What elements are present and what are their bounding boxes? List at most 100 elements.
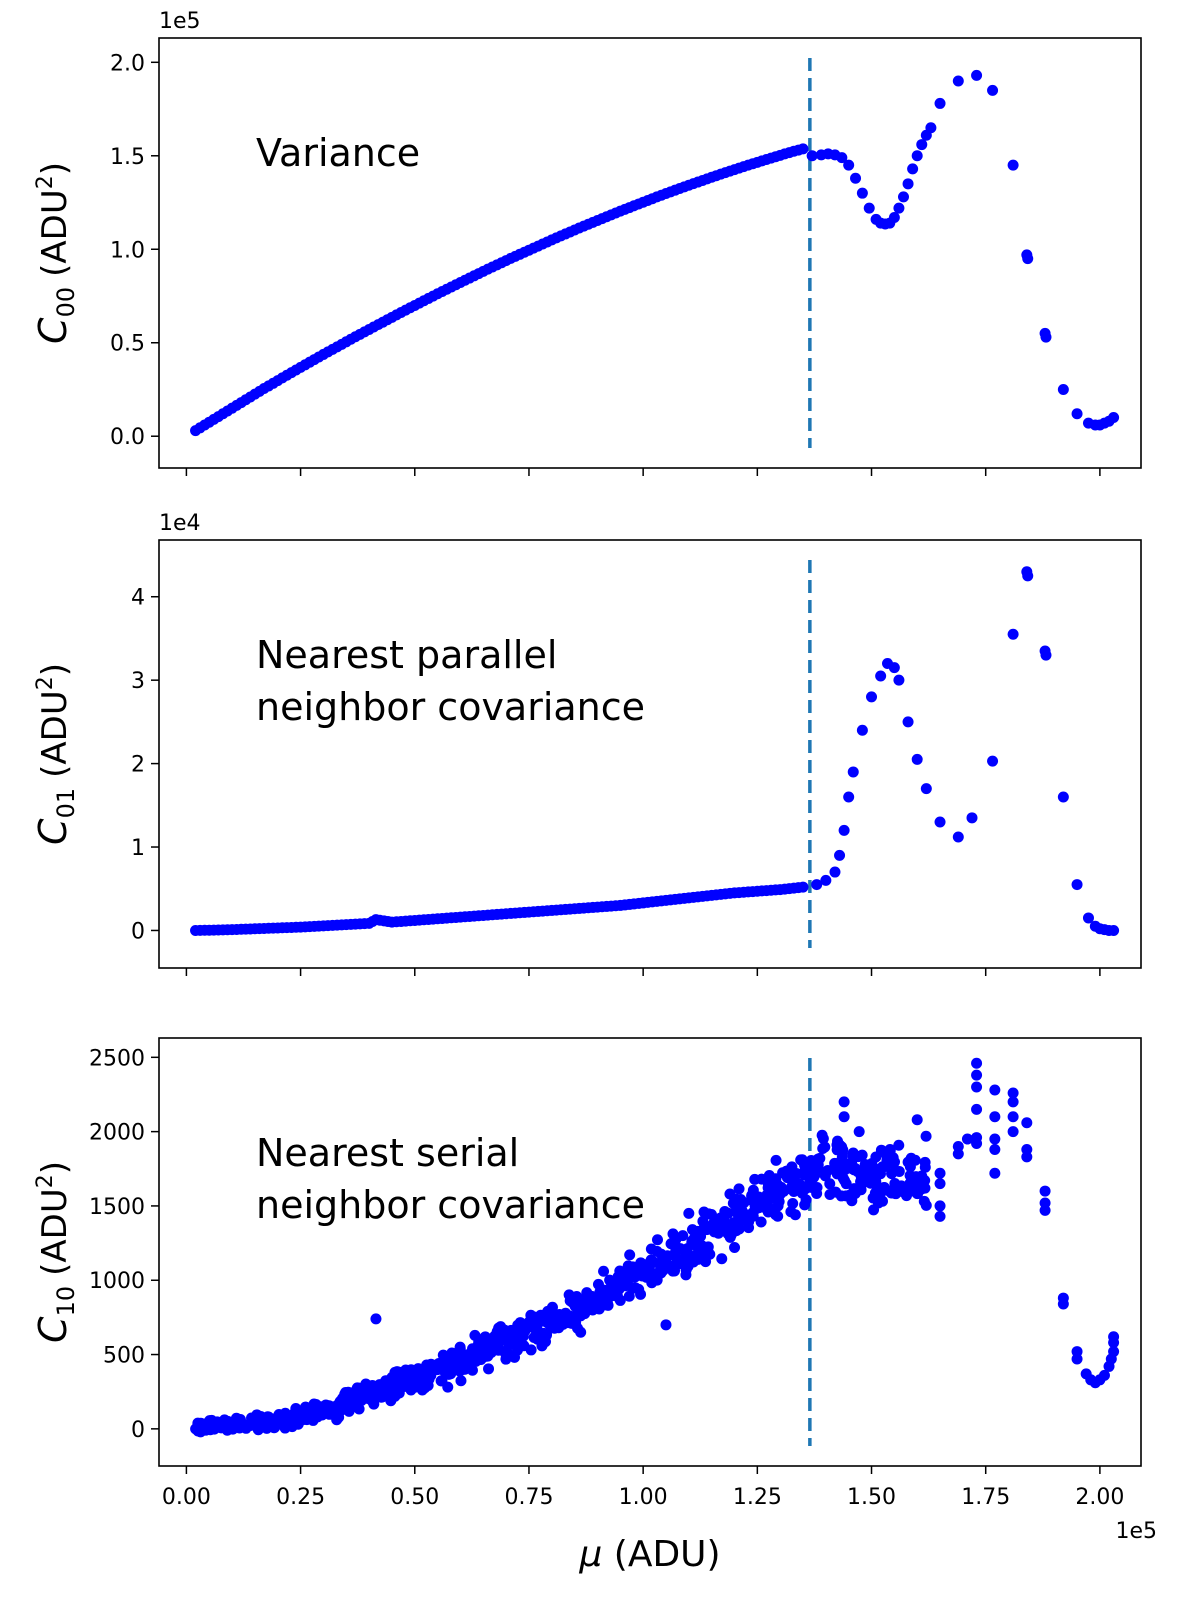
data-point bbox=[1098, 1369, 1110, 1381]
data-point bbox=[843, 791, 855, 803]
data-point bbox=[919, 1182, 931, 1194]
data-point bbox=[904, 1177, 916, 1189]
data-point bbox=[211, 1421, 223, 1433]
data-point bbox=[1108, 924, 1120, 936]
annotation-line: neighbor covariance bbox=[256, 1183, 645, 1227]
data-point bbox=[873, 1163, 885, 1175]
data-point bbox=[893, 674, 905, 686]
data-point bbox=[645, 1243, 657, 1255]
data-point bbox=[300, 1401, 312, 1413]
data-point bbox=[352, 1399, 364, 1411]
data-point bbox=[987, 84, 999, 96]
y-tick-label: 1.0 bbox=[110, 238, 145, 263]
data-point bbox=[893, 1165, 905, 1177]
data-point bbox=[515, 1327, 527, 1339]
y-tick-label: 0.5 bbox=[110, 332, 145, 357]
data-point bbox=[695, 1230, 707, 1242]
data-point bbox=[657, 1261, 669, 1273]
x-tick-label: 0.25 bbox=[276, 1485, 325, 1510]
data-point bbox=[445, 1368, 457, 1380]
data-point bbox=[716, 1253, 728, 1265]
data-point bbox=[545, 1304, 557, 1316]
x-tick-label: 2.00 bbox=[1075, 1485, 1124, 1510]
axes-frame bbox=[158, 539, 1142, 969]
data-point bbox=[840, 1178, 852, 1190]
data-point bbox=[370, 1313, 382, 1325]
data-point bbox=[483, 1363, 495, 1375]
data-point bbox=[1007, 1087, 1019, 1099]
y-axis-label-superscript: 2 bbox=[33, 676, 58, 690]
y-tick-label: 0 bbox=[131, 919, 145, 944]
y-tick-label: 1 bbox=[131, 836, 145, 861]
data-point bbox=[564, 1295, 576, 1307]
data-point bbox=[852, 1151, 864, 1163]
data-point bbox=[934, 97, 946, 109]
data-point bbox=[587, 1296, 599, 1308]
data-point bbox=[328, 1405, 340, 1417]
data-point bbox=[770, 1173, 782, 1185]
data-point bbox=[635, 1259, 647, 1271]
data-point bbox=[797, 881, 809, 893]
data-point bbox=[495, 1321, 507, 1333]
data-point bbox=[855, 1175, 867, 1187]
data-point bbox=[525, 1344, 537, 1356]
data-point bbox=[651, 1270, 663, 1282]
data-point bbox=[884, 1145, 896, 1157]
data-point bbox=[911, 150, 923, 162]
data-point bbox=[1082, 912, 1094, 924]
data-point bbox=[388, 1377, 400, 1389]
data-point bbox=[250, 1414, 262, 1426]
data-point bbox=[624, 1249, 636, 1261]
data-point bbox=[272, 1415, 284, 1427]
y-tick-label: 1.5 bbox=[110, 145, 145, 170]
data-point bbox=[843, 159, 855, 171]
data-point bbox=[820, 874, 832, 886]
data-point bbox=[789, 1209, 801, 1221]
data-point bbox=[811, 1188, 823, 1200]
data-point bbox=[902, 178, 914, 190]
data-point bbox=[509, 1338, 521, 1350]
data-point bbox=[1007, 1111, 1019, 1123]
data-point bbox=[934, 816, 946, 828]
data-point bbox=[889, 1177, 901, 1189]
data-point bbox=[528, 1331, 540, 1343]
data-point bbox=[797, 143, 809, 155]
data-point bbox=[808, 1171, 820, 1183]
x-tick-label: 0.00 bbox=[162, 1485, 211, 1510]
data-point bbox=[770, 1154, 782, 1166]
data-point bbox=[708, 1226, 720, 1238]
data-point bbox=[907, 163, 919, 175]
data-point bbox=[1071, 879, 1083, 891]
data-point bbox=[835, 1190, 847, 1202]
data-point bbox=[1021, 1151, 1033, 1163]
data-point bbox=[1039, 1204, 1051, 1216]
data-point bbox=[535, 1309, 547, 1321]
data-point bbox=[966, 812, 978, 824]
data-point bbox=[824, 1189, 836, 1201]
data-point bbox=[733, 1183, 745, 1195]
data-point bbox=[829, 866, 841, 878]
data-point bbox=[811, 879, 823, 891]
data-point bbox=[763, 1194, 775, 1206]
data-point bbox=[902, 716, 914, 728]
data-point bbox=[575, 1326, 587, 1338]
data-point bbox=[952, 1148, 964, 1160]
data-point bbox=[971, 1057, 983, 1069]
annotation-line: Nearest parallel bbox=[256, 633, 557, 677]
data-point bbox=[989, 1143, 1001, 1155]
data-point bbox=[1022, 570, 1034, 582]
data-point bbox=[971, 1081, 983, 1093]
data-point bbox=[806, 150, 818, 162]
data-point bbox=[971, 69, 983, 81]
y-tick-label: 3 bbox=[131, 669, 145, 694]
data-point bbox=[762, 1179, 774, 1191]
data-point bbox=[200, 1418, 212, 1430]
data-point bbox=[602, 1299, 614, 1311]
data-point bbox=[419, 1374, 431, 1386]
y-axis-label-superscript: 2 bbox=[33, 1174, 58, 1188]
data-point bbox=[1071, 408, 1083, 420]
data-point bbox=[374, 1379, 386, 1391]
data-point bbox=[1108, 412, 1120, 424]
